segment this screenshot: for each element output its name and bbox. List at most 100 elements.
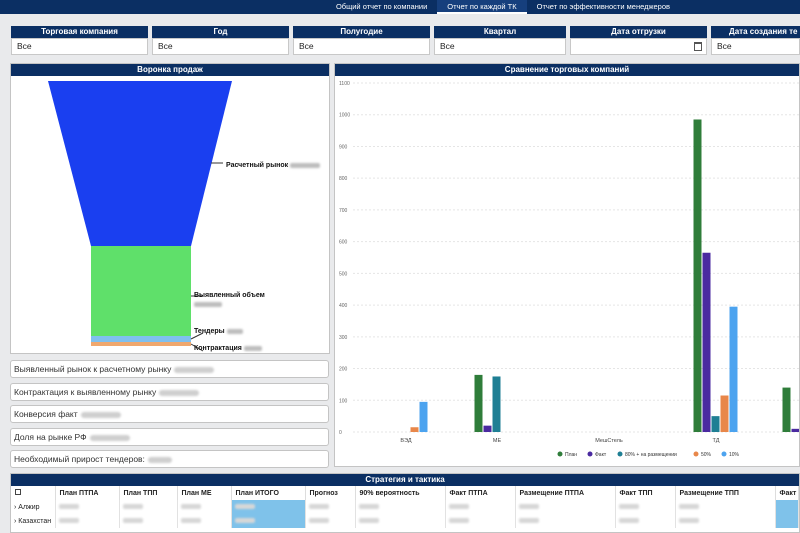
bar-3-0 [693, 119, 702, 432]
top-nav: Общий отчет по компании Отчет по каждой … [0, 0, 800, 14]
filter-value[interactable]: Все [434, 38, 566, 55]
y-tick-label: 400 [339, 303, 348, 309]
filter-trade-company[interactable]: Торговая компания Все [11, 26, 148, 56]
col-header[interactable]: План МЕ [177, 486, 232, 500]
filter-label: Торговая компания [11, 26, 148, 38]
filter-label: Год [152, 26, 289, 38]
strategy-table: План ПТПА План ТПП План МЕ План ИТОГО Пр… [11, 486, 799, 528]
funnel-market [48, 81, 232, 246]
y-tick-label: 300 [339, 335, 348, 341]
filter-shipment-date[interactable]: Дата отгрузки [570, 26, 707, 56]
col-header[interactable]: План ПТПА [55, 486, 120, 500]
filter-label: Дата отгрузки [570, 26, 707, 38]
legend-marker [617, 451, 623, 457]
legend-marker [693, 451, 699, 457]
tab-managers-report[interactable]: Отчет по эффективности менеджеров [536, 2, 670, 11]
y-tick-label: 800 [339, 176, 348, 182]
funnel-contract [91, 342, 191, 346]
filter-value[interactable]: Все [11, 38, 148, 55]
kpi-tender-growth: Необходимый прирост тендеров: [10, 450, 329, 468]
kpi-conversion: Конверсия факт [10, 405, 329, 423]
funnel-label-market: Расчетный рынок [226, 162, 321, 169]
checkbox-icon[interactable] [15, 489, 21, 495]
comparison-chart: 0 100 200 300 400 500 600 700 800 900 1000 1100 ВЭД М… [339, 81, 799, 458]
legend-label: План [565, 452, 577, 458]
filter-creation-date[interactable]: Дата создания те Все [711, 26, 800, 56]
row-label[interactable]: › Казахстан [11, 514, 56, 528]
sales-funnel-panel: Воронка продаж Расчетный рынок Выявленны… [10, 63, 330, 354]
legend-label: 80% + на размещении [625, 452, 677, 458]
comparison-panel: Сравнение торговых компаний 0 100 200 300 40… [334, 63, 800, 467]
y-tick-label: 1100 [339, 81, 350, 87]
bar-3-1 [702, 252, 711, 432]
col-header[interactable]: Факт [775, 486, 799, 500]
col-header[interactable]: Размещение ТПП [675, 486, 776, 500]
funnel-chart [48, 81, 232, 352]
col-header[interactable]: 90% вероятность [355, 486, 446, 500]
table-header-row: План ПТПА План ТПП План МЕ План ИТОГО Пр… [11, 486, 799, 500]
filter-label: Дата создания те [711, 26, 800, 38]
legend-label: Факт [595, 452, 607, 458]
table-row[interactable]: › Алжир [11, 500, 799, 514]
bar-3-3 [720, 395, 729, 432]
funnel-tenders [91, 336, 191, 342]
x-tick-label: ВЭД [400, 438, 411, 444]
bar-3-2 [711, 416, 720, 432]
col-header[interactable]: План ТПП [119, 486, 178, 500]
y-tick-label: 900 [339, 144, 348, 150]
bar-1-1 [483, 425, 492, 432]
y-tick-label: 500 [339, 271, 348, 277]
bar-1-0 [474, 374, 483, 432]
y-tick-label: 200 [339, 367, 348, 373]
legend-marker [557, 451, 563, 457]
row-label[interactable]: › Алжир [11, 500, 56, 514]
filter-half-year[interactable]: Полугодие Все [293, 26, 430, 56]
strategy-panel: Стратегия и тактика План ПТПА План ТПП П… [10, 473, 800, 533]
kpi-identified-to-market: Выявленный рынок к расчетному рынку [10, 360, 329, 378]
funnel-label-contract: Контрактация [194, 345, 262, 352]
panel-title: Воронка продаж [11, 64, 329, 76]
kpi-contract-to-identified: Контрактация к выявленному рынку [10, 383, 329, 401]
filter-value[interactable]: Все [293, 38, 430, 55]
bar-0-3 [410, 427, 419, 432]
tab-each-tc-report[interactable]: Отчет по каждой ТК [437, 0, 527, 14]
bar-3-4 [729, 306, 738, 432]
legend-label: 10% [729, 452, 740, 458]
calendar-icon[interactable] [694, 42, 702, 51]
bar-1-2 [492, 376, 501, 432]
col-header[interactable]: Факт ПТПА [445, 486, 516, 500]
y-tick-label: 100 [339, 398, 348, 404]
filter-label: Полугодие [293, 26, 430, 38]
filter-value[interactable]: Все [152, 38, 289, 55]
panel-title: Сравнение торговых компаний [335, 64, 799, 76]
kpi-market-share: Доля на рынке РФ [10, 428, 329, 446]
col-header[interactable]: Размещение ПТПА [515, 486, 616, 500]
bar-0-4 [419, 401, 428, 432]
table-row[interactable]: › Казахстан [11, 514, 799, 528]
y-tick-label: 0 [339, 430, 342, 436]
filter-value[interactable]: Все [711, 38, 800, 55]
tab-company-report[interactable]: Общий отчет по компании [335, 2, 428, 11]
legend-marker [721, 451, 727, 457]
filter-quarter[interactable]: Квартал Все [434, 26, 566, 56]
filter-value[interactable] [570, 38, 707, 55]
x-tick-label: МешСтель [595, 438, 623, 444]
funnel-label-volume: Выявленный объем [194, 292, 265, 307]
col-header[interactable]: Факт ТПП [615, 486, 676, 500]
panel-title: Стратегия и тактика [11, 474, 799, 486]
filter-label: Квартал [434, 26, 566, 38]
bar-4-1 [791, 428, 799, 432]
legend-marker [587, 451, 593, 457]
x-tick-label: ТД [713, 438, 720, 444]
legend-label: 50% [701, 452, 712, 458]
y-tick-label: 1000 [339, 113, 350, 119]
y-tick-label: 700 [339, 208, 348, 214]
y-tick-label: 600 [339, 240, 348, 246]
col-header[interactable]: План ИТОГО [231, 486, 306, 500]
filter-year[interactable]: Год Все [152, 26, 289, 56]
bar-4-0 [782, 387, 791, 432]
funnel-label-tenders: Тендеры [194, 328, 243, 335]
expand-all-cell[interactable] [11, 486, 56, 500]
x-tick-label: МЕ [493, 438, 502, 444]
col-header[interactable]: Прогноз [305, 486, 356, 500]
